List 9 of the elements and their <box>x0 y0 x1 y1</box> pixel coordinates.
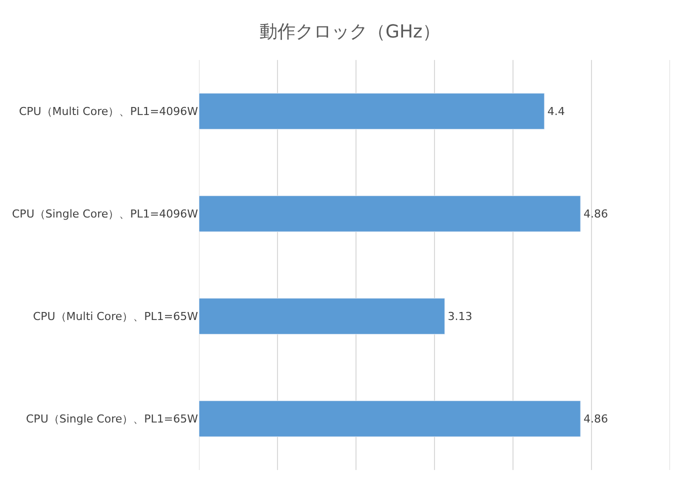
y-tick-label: CPU（Single Core）、PL1=65W <box>26 412 198 426</box>
data-label: 4.86 <box>584 207 608 220</box>
y-tick-label: CPU（Multi Core）、PL1=4096W <box>18 105 198 118</box>
data-label: 4.86 <box>584 412 608 426</box>
y-tick-label: CPU（Single Core）、PL1=4096W <box>12 208 198 221</box>
y-tick-label: CPU（Multi Core）、PL1=65W <box>32 310 198 324</box>
chart-title: 動作クロック（GHz） <box>260 22 440 43</box>
data-label: 3.13 <box>448 310 472 323</box>
data-label: 4.4 <box>547 104 565 118</box>
